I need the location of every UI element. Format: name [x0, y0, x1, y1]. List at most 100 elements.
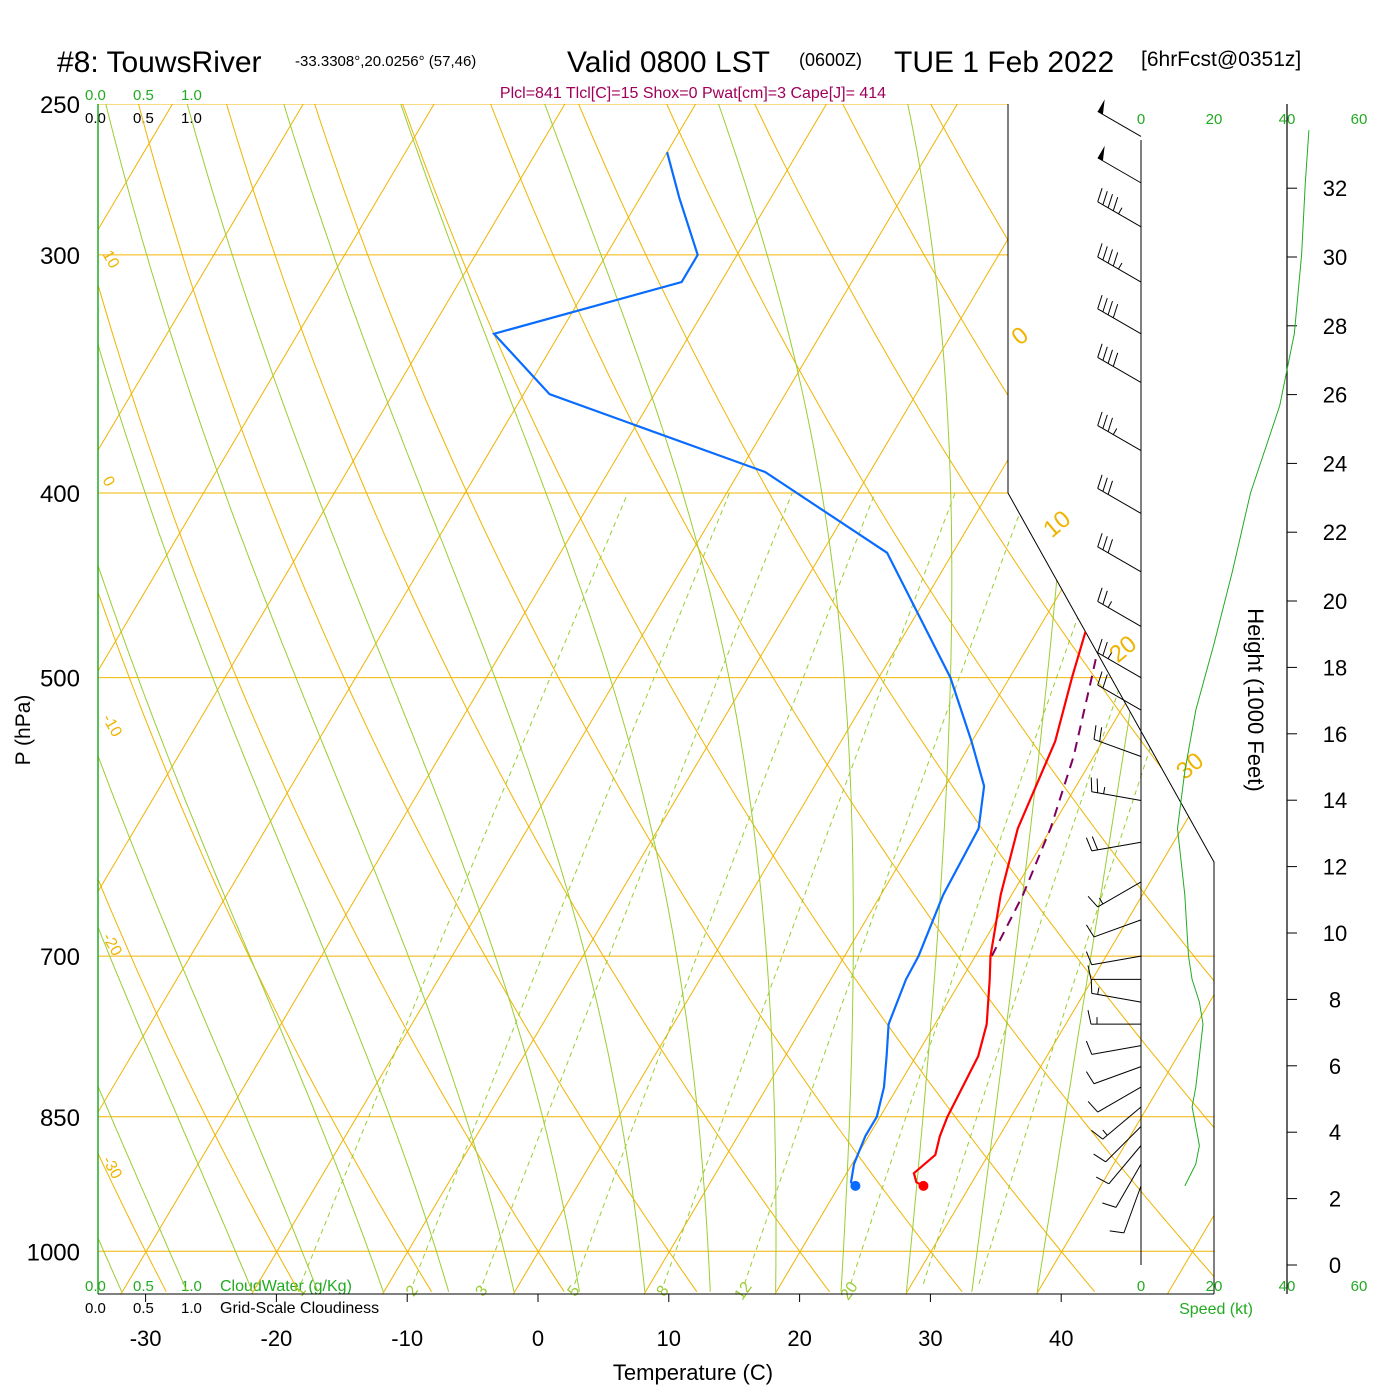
temp-tick-label: 30 — [918, 1326, 942, 1351]
moist-adiabat — [98, 104, 384, 1292]
wind-barb-flag — [1107, 300, 1113, 315]
y-axis-title: P (hPa) — [12, 695, 35, 766]
mixing-ratio-line — [574, 492, 876, 1284]
isotherm — [120, 104, 827, 1294]
isotherm-label: -10 — [99, 712, 125, 741]
wind-barb-half-flag — [1107, 601, 1113, 608]
wind-barb-staff — [1097, 157, 1142, 184]
wind-barb-staff — [1097, 881, 1142, 908]
speed-tick-top-0: 0 — [1137, 111, 1145, 128]
params-line: Plcl=841 Tlcl[C]=15 Shox=0 Pwat[cm]=3 Ca… — [500, 85, 886, 102]
wind-barb-flag — [1085, 837, 1093, 852]
height-tick-label: 0 — [1329, 1253, 1341, 1278]
height-tick-label: 12 — [1323, 855, 1347, 880]
pressure-tick-label: 850 — [40, 1105, 80, 1132]
dry-adiabat — [564, 104, 1214, 1293]
wind-barb-flag — [1097, 294, 1103, 309]
wind-barb — [1097, 188, 1142, 228]
wind-barb-flag — [1112, 352, 1119, 367]
dry-adiabat — [98, 104, 167, 1292]
isotherm-label: 30 — [1171, 747, 1209, 785]
isotherm — [382, 104, 1089, 1294]
pressure-tick-label: 400 — [40, 481, 80, 508]
moist-adiabat — [98, 104, 319, 1292]
wind-barb-flag — [1102, 191, 1108, 205]
wind-barb-flag — [1085, 1040, 1093, 1055]
dry-adiabat — [651, 104, 1214, 1293]
wind-barb — [1097, 587, 1142, 627]
cloudiness-label: Grid-Scale Cloudiness — [220, 1300, 379, 1317]
wind-barb-flag — [1087, 1101, 1099, 1113]
wind-barb-flag — [1097, 587, 1103, 602]
wind-barb — [1097, 411, 1142, 451]
wind-barb-flag — [1099, 727, 1103, 742]
wind-barb — [1087, 1086, 1142, 1113]
cloudwater-label: CloudWater (g/Kg) — [220, 1278, 352, 1295]
cloudwater-top-1: 0.5 — [133, 87, 154, 104]
isotherm — [905, 104, 1214, 1294]
moist-adiabat — [98, 104, 450, 1292]
wind-barb — [1097, 671, 1142, 711]
height-tick-label: 26 — [1323, 383, 1347, 408]
bottom-cloud-scales: 0.0 0.5 1.0 CloudWater (g/Kg) 0.0 0.5 1.… — [85, 1278, 379, 1317]
height-tick-label: 16 — [1323, 722, 1347, 747]
wind-barb-flag — [1087, 965, 1092, 980]
wind-barb-staff — [1093, 1066, 1142, 1085]
wind-barb-staff — [1091, 1045, 1142, 1055]
cloudiness-bottom-1: 0.5 — [133, 1300, 154, 1317]
cloudiness-top-1: 0.5 — [133, 110, 154, 127]
isotherm — [98, 104, 304, 1294]
parcel-line — [990, 281, 1145, 957]
wind-barb — [1097, 243, 1142, 283]
wind-barb-half-flag — [1103, 786, 1106, 794]
mixing-ratio-line — [978, 492, 1214, 1284]
height-tick-label: 32 — [1323, 176, 1347, 201]
wind-barb-flag — [1107, 539, 1113, 554]
wind-barb-flag — [1102, 246, 1108, 261]
wind-barb — [1091, 1106, 1142, 1140]
cloudiness-bottom-2: 1.0 — [181, 1300, 202, 1317]
dry-adiabat — [303, 104, 963, 1293]
temp-tick-label: 40 — [1049, 1326, 1073, 1351]
wind-barb-staff — [1105, 1126, 1142, 1163]
station-title: #8: TouwsRiver — [57, 46, 262, 79]
wind-barb — [1097, 638, 1142, 679]
height-tick-label: 14 — [1323, 788, 1347, 813]
wind-barb-flag — [1107, 349, 1113, 364]
isotherm-label: 0 — [1006, 322, 1034, 351]
temp-tick-label: 10 — [657, 1326, 681, 1351]
cloudwater-top-2: 1.0 — [181, 87, 202, 104]
cloudiness-bottom-0: 0.0 — [85, 1300, 106, 1317]
wind-barb-flag — [1107, 480, 1113, 495]
wind-barb — [1090, 979, 1142, 1003]
isotherm — [1166, 104, 1214, 1294]
dry-adiabat — [98, 104, 433, 1292]
isotherm — [98, 104, 697, 1294]
height-tick-label: 4 — [1329, 1120, 1341, 1145]
wind-barb-flag — [1095, 1176, 1110, 1185]
wind-barb-flag — [1087, 895, 1099, 908]
wind-barb-flag — [1107, 249, 1113, 264]
wind-barb — [1093, 1126, 1142, 1163]
wind-barb — [1095, 1145, 1142, 1185]
pressure-tick-label: 700 — [40, 944, 80, 971]
plot-frame — [97, 104, 1215, 1295]
temp-tick-label: -10 — [391, 1326, 423, 1351]
wind-barb — [1097, 294, 1142, 335]
wind-barb-flag — [1112, 303, 1119, 318]
height-tick-label: 6 — [1329, 1054, 1341, 1079]
wind-barb-flag — [1102, 674, 1108, 689]
cloudiness-top-0: 0.0 — [85, 110, 106, 127]
wind-barb — [1097, 343, 1142, 383]
forecast-info: [6hrFcst@0351z] — [1141, 48, 1301, 71]
dry-adiabat — [98, 104, 300, 1292]
wind-barb-half-flag — [1118, 262, 1123, 270]
isotherm — [1298, 104, 1400, 1294]
station-coords: -33.3308°,20.0256° (57,46) — [295, 53, 476, 70]
wind-barb-half-flag — [1112, 428, 1118, 435]
mixing-ratio-label: 2 — [403, 1283, 422, 1300]
wind-barb-flag — [1102, 297, 1108, 312]
dry-adiabat — [738, 104, 1214, 1293]
mixing-ratio-label: 3 — [473, 1283, 492, 1300]
valid-time: Valid 0800 LST — [567, 46, 770, 79]
